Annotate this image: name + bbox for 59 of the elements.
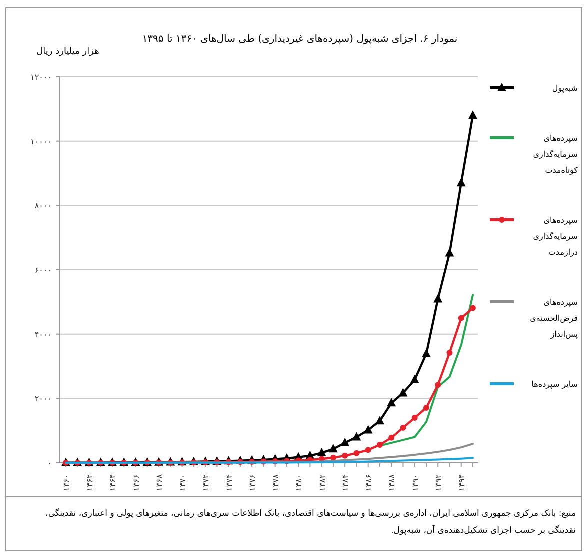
- x-tick-label: ۱۳۶۲: [85, 474, 94, 492]
- text: سپرده‌های قرض‌الحسنه‌ی پس‌انداز: [530, 298, 578, 339]
- point: [388, 434, 395, 441]
- text: شبه‌پول: [552, 84, 578, 93]
- text: منبع: بانک مرکزی جمهوری اسلامی ایران، اداره‌ی بررسی‌ها و سیاست‌های اقتصادی، بانک اطلاعات سری‌های زمانی، متغیرهای پولی و اعتباری، نقدینگی، نقدینگی بر حسب اجزای تشکیل‌دهنده‌ی آن، شبه‌پول.: [46, 508, 576, 536]
- x-tick-label: ۱۳۸۶: [364, 474, 374, 492]
- point: [375, 416, 384, 425]
- x-tick-label: ۱۳۸۸: [388, 474, 397, 492]
- point: [423, 404, 430, 411]
- x-tick-label: ۱۳۶۰: [62, 474, 71, 492]
- point: [456, 178, 466, 187]
- point: [445, 248, 454, 257]
- y-tick-label: ۰: [48, 459, 52, 468]
- point: [354, 450, 360, 456]
- point: [400, 424, 406, 431]
- point: [422, 348, 431, 358]
- x-tick-label: ۱۳۷۶: [248, 474, 258, 492]
- point: [328, 444, 338, 453]
- y-tick-label: ۴۰۰۰: [34, 330, 52, 340]
- x-tick-label: ۱۳۷۰: [178, 474, 188, 492]
- x-tick-label: ۱۳۷۸: [271, 474, 280, 492]
- y-tick-label: ۲۰۰۰: [34, 394, 52, 404]
- point: [365, 447, 372, 454]
- x-tick-label: ۱۳۶۸: [155, 474, 164, 492]
- y-tick-label: ۱۲۰۰۰: [30, 73, 52, 82]
- x-tick-label: ۱۳۷۲: [202, 474, 211, 492]
- point: [342, 452, 348, 459]
- chart-title: نمودار ۶. اجزای شبه‌پول (سپرده‌های غیردیداری) طی سال‌های ۱۳۶۰ تا ۱۳۹۵: [142, 34, 458, 45]
- point: [435, 382, 442, 388]
- x-tick-label: ۱۳۹۰: [410, 474, 420, 492]
- point: [340, 438, 350, 447]
- y-tick-label: ۶۰۰۰: [34, 266, 52, 275]
- text: سپرده‌های سرمایه‌گذاری کوتاه‌مدت: [533, 134, 578, 175]
- point: [458, 315, 464, 322]
- text: سپرده‌های سرمایه‌گذاری درازمدت: [533, 216, 578, 257]
- x-tick-label: ۱۳۸۲: [318, 474, 327, 492]
- point: [317, 448, 326, 457]
- legend-label: سایر سپرده‌ها: [532, 380, 578, 389]
- point: [446, 350, 453, 356]
- point: [468, 110, 478, 120]
- x-tick-label: ۱۳۹۲: [434, 474, 444, 492]
- y-tick-label: ۸۰۰۰: [34, 202, 52, 211]
- x-tick-label: ۱۳۶۶: [132, 474, 141, 492]
- y-tick-label: ۱۰۰۰۰: [30, 137, 52, 146]
- x-tick-label: ۱۳۹۴: [457, 474, 466, 492]
- point: [412, 414, 418, 421]
- point: [410, 375, 420, 384]
- x-tick-label: ۱۳۸۰: [294, 474, 304, 492]
- x-tick-label: ۱۳۷۴: [224, 474, 234, 492]
- x-tick-label: ۱۳۸۴: [341, 474, 350, 492]
- point: [352, 432, 362, 441]
- point: [398, 388, 408, 397]
- y-axis-title: هزار میلیارد ریال: [36, 47, 100, 57]
- point: [387, 398, 396, 407]
- point: [364, 425, 373, 434]
- point: [470, 305, 476, 312]
- point: [376, 442, 383, 448]
- x-tick-label: ۱۳۶۴: [108, 474, 118, 492]
- point: [434, 294, 443, 303]
